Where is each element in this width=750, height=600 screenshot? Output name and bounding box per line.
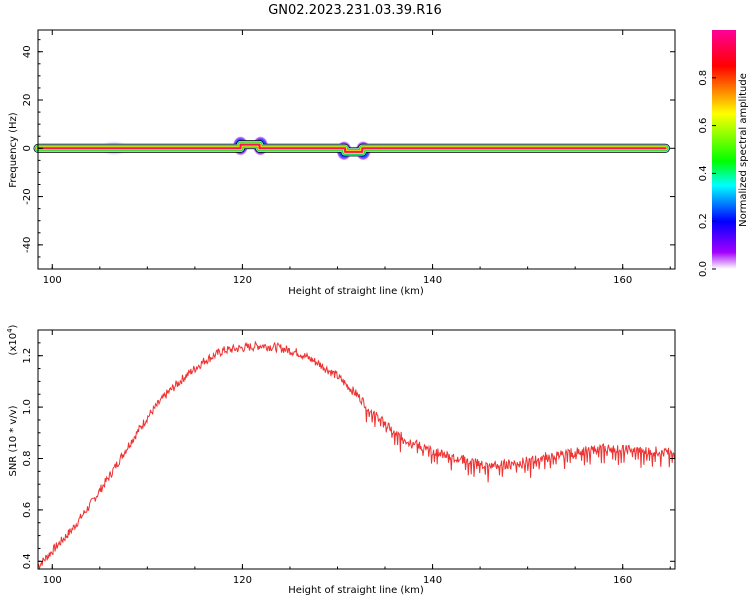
y-tick-label: -40 — [22, 237, 33, 253]
colorbar-ticks: 0.0 0.2 0.4 0.6 0.8 — [698, 70, 716, 277]
colorbar-tick-label: 0.4 — [698, 165, 709, 181]
top-x-ticks: 100 120 140 160 — [43, 30, 671, 286]
x-tick-label: 140 — [423, 275, 442, 286]
x-tick-label: 120 — [233, 575, 252, 586]
y-tick-label: 20 — [22, 94, 33, 107]
bottom-x-axis-label: Height of straight line (km) — [288, 585, 424, 596]
x-tick-label: 100 — [43, 575, 62, 586]
top-y-axis-label: Frequency (Hz) — [8, 112, 19, 188]
top-y-ticks: -40 -20 0 20 40 — [22, 39, 675, 270]
y-tick-label: 1.0 — [22, 399, 33, 415]
x-tick-label: 160 — [613, 275, 632, 286]
colorbar: 0.0 0.2 0.4 0.6 0.8 Normalized spectral ampl… — [698, 30, 749, 277]
colorbar-tick-label: 0.6 — [698, 118, 709, 134]
colorbar-gradient — [712, 30, 736, 269]
y-tick-label: 0.4 — [22, 553, 33, 569]
colorbar-tick-label: 0.0 — [698, 261, 709, 277]
snr-panel: 100 120 140 160 0.4 0.6 0.8 1.0 1.2 Height of s… — [6, 324, 676, 596]
bottom-y-axis-label: SNR (10 * v/v) — [8, 405, 19, 476]
snr-series — [37, 340, 676, 571]
y-tick-label: 0.8 — [22, 451, 33, 467]
figure-title: GN02.2023.231.03.39.R16 — [268, 3, 442, 18]
bottom-x-ticks: 100 120 140 160 — [43, 330, 671, 586]
y-tick-label: 0 — [22, 145, 33, 151]
y-tick-label: 40 — [22, 45, 33, 58]
spectrogram-panel: 100 120 140 160 -40 -20 0 20 40 Height of strai… — [8, 29, 676, 297]
x-tick-label: 140 — [423, 575, 442, 586]
frequency-track — [33, 140, 670, 157]
scale-prefix: (x10 — [8, 333, 19, 356]
y-tick-label: -20 — [22, 188, 33, 204]
bottom-y-ticks: 0.4 0.6 0.8 1.0 1.2 — [22, 342, 675, 569]
y-scale-note: (x104) — [6, 324, 19, 355]
snr-line — [37, 340, 676, 571]
x-tick-label: 120 — [233, 275, 252, 286]
colorbar-tick-label: 0.2 — [698, 213, 709, 229]
y-tick-label: 0.6 — [22, 502, 33, 518]
frequency-track-stroke — [37, 143, 667, 153]
x-tick-label: 160 — [613, 575, 632, 586]
scale-exponent: 4 — [6, 328, 14, 333]
y-tick-label: 1.2 — [22, 348, 33, 364]
svg-text:(x104): (x104) — [6, 324, 19, 355]
spectrogram-frame — [37, 29, 676, 270]
colorbar-label: Normalized spectral amplitude — [738, 73, 749, 227]
top-x-axis-label: Height of straight line (km) — [288, 286, 424, 297]
snr-frame — [37, 329, 676, 570]
scale-suffix: ) — [8, 324, 19, 328]
x-tick-label: 100 — [43, 275, 62, 286]
colorbar-tick-label: 0.8 — [698, 70, 709, 86]
